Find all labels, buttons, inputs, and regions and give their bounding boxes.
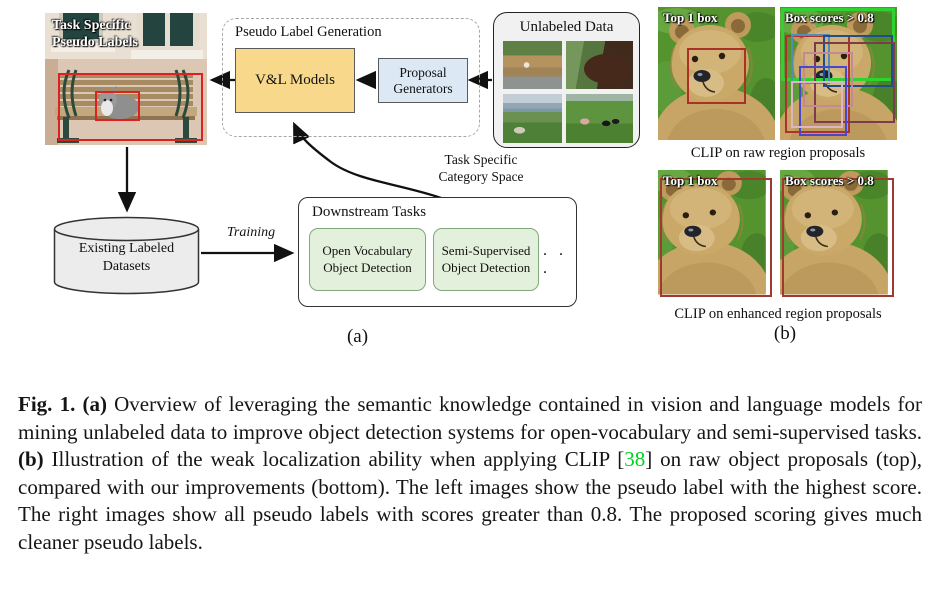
more-tasks-ellipsis: . . . (543, 242, 567, 277)
datasets-line2: Datasets (102, 258, 151, 274)
enhanced-proposals-caption: CLIP on enhanced region proposals (674, 306, 882, 322)
caption-text-a: Overview of leveraging the semantic know… (18, 392, 922, 444)
proposal-generators-line2: Generators (393, 80, 453, 96)
bear-enhanced-scores-boxes (780, 170, 897, 301)
citation-38: 38 (624, 447, 646, 472)
unlabeled-thumbnails (503, 41, 633, 143)
bear-raw-top1-label: Top 1 box (663, 10, 718, 25)
bear-raw-scores-boxes (780, 7, 897, 140)
bear-raw-top1-boxes (658, 7, 775, 140)
vl-models-node: V&L Models (235, 48, 355, 113)
bear-raw-top1-photo: Top 1 box (658, 7, 775, 140)
bear-enhanced-top1-boxes (658, 170, 775, 301)
bear-enhanced-top1-label: Top 1 box (663, 173, 718, 188)
proposal-generators-line1: Proposal (399, 64, 447, 80)
thumb-farm-animals (566, 94, 633, 143)
thumb-meadow-bench (503, 94, 562, 143)
proposal-box (687, 48, 746, 105)
category-space-label: Task Specific Category Space (425, 151, 537, 185)
datasets-cylinder (53, 216, 200, 295)
datasets-line1: Existing Labeled (78, 241, 175, 256)
proposal-box (95, 90, 141, 121)
bear-raw-scores-photo: Box scores > 0.8 (780, 7, 897, 140)
task-semi-sup-line1: Semi-Supervised (441, 243, 531, 258)
proposal-box (660, 177, 773, 298)
datasets-cylinder-label: Existing Labeled Datasets (53, 240, 200, 275)
thumb-brown-dog (566, 41, 633, 89)
downstream-tasks-group: Downstream Tasks Open Vocabulary Object … (298, 197, 577, 307)
pseudo-labels-caption-line2: Pseudo Labels (52, 35, 138, 50)
proposal-box (57, 73, 203, 142)
caption-a-bold: (a) (82, 392, 107, 416)
caption-text-b2: on raw object proposals (top), compared … (18, 447, 922, 554)
proposal-box (798, 65, 847, 136)
category-space-line1: Task Specific (444, 152, 518, 167)
task-open-vocab-line2: Object Detection (323, 259, 412, 275)
bear-enhanced-scores-photo: Box scores > 0.8 (780, 170, 897, 301)
pseudo-label-generation-title: Pseudo Label Generation (235, 24, 382, 40)
pseudo-labels-photo: Task Specific Pseudo Labels (45, 13, 207, 145)
downstream-tasks-title: Downstream Tasks (312, 204, 427, 220)
caption-text-b1: Illustration of the weak localization ab… (43, 447, 618, 472)
thumb-cat-on-wall (503, 41, 562, 89)
figure-caption: Fig. 1. (a) Overview of leveraging the s… (18, 391, 922, 557)
bear-enhanced-top1-photo: Top 1 box (658, 170, 775, 301)
task-semi-sup-line2: Object Detection (441, 259, 531, 275)
training-label: Training (226, 225, 276, 240)
proposal-box (782, 177, 895, 298)
task-semi-supervised: Semi-Supervised Object Detection (433, 228, 539, 291)
proposal-box (784, 34, 851, 134)
bear-enhanced-scores-label: Box scores > 0.8 (785, 173, 874, 188)
pseudo-label-boxes (45, 13, 207, 145)
panel-a-label: (a) (346, 326, 369, 347)
pseudo-label-generation-group: Pseudo Label Generation (222, 18, 480, 137)
proposal-box (823, 34, 894, 87)
citation-bracket-close: ] (645, 447, 653, 472)
proposal-box (790, 81, 844, 129)
unlabeled-data-group: Unlabeled Data (493, 12, 640, 148)
task-open-vocabulary: Open Vocabulary Object Detection (309, 228, 426, 291)
unlabeled-data-title: Unlabeled Data (519, 19, 614, 35)
caption-fig-label: Fig. 1. (18, 392, 83, 416)
caption-b-bold: (b) (18, 447, 44, 472)
panel-b-label: (b) (773, 323, 797, 344)
raw-proposals-caption: CLIP on raw region proposals (690, 145, 866, 161)
proposal-generators-node: Proposal Generators (378, 58, 468, 103)
pseudo-labels-caption: Task Specific Pseudo Labels (52, 17, 138, 51)
proposal-box (803, 52, 853, 107)
pseudo-labels-caption-line1: Task Specific (52, 18, 131, 33)
task-open-vocab-line1: Open Vocabulary (322, 243, 413, 258)
bear-raw-scores-label: Box scores > 0.8 (785, 10, 874, 25)
figure-1-graphics: Task Specific Pseudo Labels Pseudo Label… (0, 0, 940, 347)
category-space-line2: Category Space (438, 169, 524, 184)
citation-bracket-open: [ (617, 447, 625, 472)
